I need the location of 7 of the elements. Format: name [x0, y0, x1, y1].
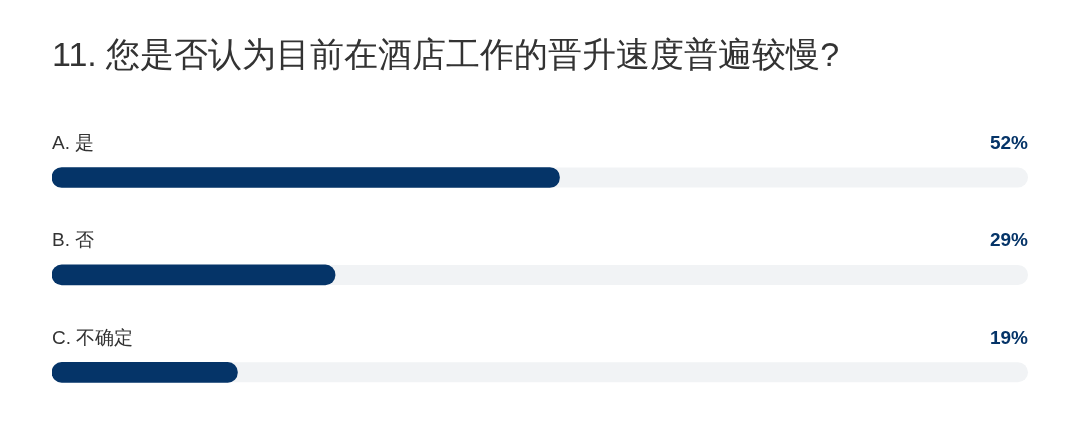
- y-tick-label: C. 不确定: [52, 326, 134, 348]
- data-label: 29%: [989, 229, 1029, 251]
- y-tick-label: B. 否: [52, 229, 95, 251]
- data-label: 19%: [989, 326, 1029, 348]
- y-tick-label: A. 是: [52, 131, 95, 153]
- chart-title: 11. 您是否认为目前在酒店工作的晋升速度普遍较慢?: [52, 34, 840, 73]
- data-label: 52%: [989, 131, 1029, 153]
